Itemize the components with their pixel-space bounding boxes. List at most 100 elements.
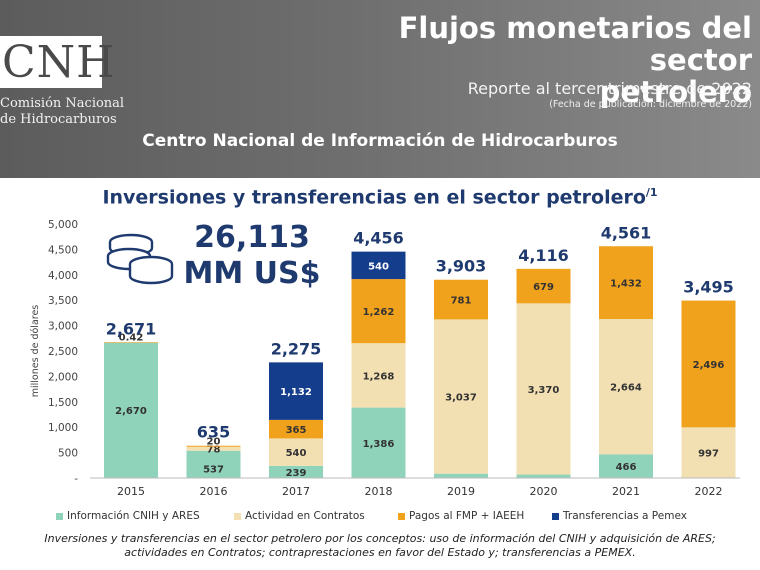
x-tick-label-2020: 2020 xyxy=(530,485,558,498)
coins-icon xyxy=(105,228,177,292)
bar-segment-2015-s2 xyxy=(104,342,158,343)
report-title-line-1: Flujos monetarios del sector xyxy=(398,11,752,77)
data-label-2021-s2: 1,432 xyxy=(610,279,642,290)
bar-segment-2016-s1 xyxy=(186,446,241,451)
legend-item-pemex: Transferencias a Pemex xyxy=(552,510,687,522)
data-label-2022-s2: 2,496 xyxy=(693,360,725,371)
data-label-2019-s1: 3,037 xyxy=(445,393,477,404)
x-tick-label-2017: 2017 xyxy=(282,485,310,498)
data-label-2017-s3: 1,132 xyxy=(280,387,312,398)
logo-background xyxy=(0,36,102,88)
bar-segment-2017-s3 xyxy=(269,362,323,420)
bar-segment-2017-s0 xyxy=(269,465,323,478)
report-title: Flujos monetarios del sector petrolero xyxy=(292,12,752,108)
legend-item-contratos: Actividad en Contratos xyxy=(234,510,365,522)
y-tick-label: 1,000 xyxy=(48,422,78,434)
bar-segment-2018-s3 xyxy=(351,251,406,280)
footnote-line-2: actividades en Contratos; contraprestaci… xyxy=(124,546,636,559)
x-tick-label-2016: 2016 xyxy=(200,485,228,498)
total-label-2020: 4,116 xyxy=(518,246,569,265)
y-tick-label: 2,000 xyxy=(48,371,78,383)
bar-segment-2022-s1 xyxy=(681,427,736,478)
legend-label-cnih-ares: Información CNIH y ARES xyxy=(67,510,200,522)
chart-footnote: Inversiones y transferencias en el secto… xyxy=(0,532,760,560)
x-tick-label-2015: 2015 xyxy=(117,485,145,498)
publication-date: (Fecha de publicación: diciembre de 2022… xyxy=(549,99,752,110)
data-label-2021-s0: 466 xyxy=(616,462,637,473)
organization-line-2: de Hidrocarburos xyxy=(0,112,117,127)
y-tick-label: 3,500 xyxy=(48,295,78,307)
data-label-2020-s1: 3,370 xyxy=(528,385,560,396)
data-label-2016-s0: 537 xyxy=(203,464,224,475)
data-label-2018-s1: 1,268 xyxy=(363,371,395,382)
bar-segment-2018-s0 xyxy=(351,407,406,478)
data-label-2019-s2: 781 xyxy=(451,296,472,307)
data-label-2018-s0: 1,386 xyxy=(363,439,395,450)
data-label-2018-s2: 1,262 xyxy=(363,307,395,318)
bar-segment-2022-s2 xyxy=(681,300,736,428)
chart-title: Inversiones y transferencias en el secto… xyxy=(0,186,760,208)
bar-segment-2018-s2 xyxy=(351,279,406,344)
data-label-2015-s2: 0.42 xyxy=(119,332,144,343)
y-tick-label: 2,500 xyxy=(48,346,78,358)
y-tick-label: 500 xyxy=(58,448,78,460)
center-name: Centro Nacional de Información de Hidroc… xyxy=(142,131,618,151)
footnote-line-1: Inversiones y transferencias en el secto… xyxy=(44,532,716,545)
legend-swatch-fmp-iaeeh xyxy=(398,512,405,520)
organization-line-1: Comisión Nacional xyxy=(0,96,125,111)
organization-name: Comisión Nacional de Hidrocarburos xyxy=(0,96,124,128)
total-label-2021: 4,561 xyxy=(601,223,652,242)
bar-segment-2019-s0 xyxy=(434,473,488,478)
x-tick-label-2018: 2018 xyxy=(365,485,393,498)
data-label-2020-s2: 679 xyxy=(533,282,554,293)
report-header: CNH Comisión Nacional de Hidrocarburos F… xyxy=(0,0,760,178)
bar-segment-2020-s0 xyxy=(516,474,571,478)
y-tick-label: 5,000 xyxy=(48,219,78,231)
legend-swatch-contratos xyxy=(234,512,241,520)
report-title-line-2: petrolero xyxy=(599,75,752,109)
data-label-2017-s2: 365 xyxy=(286,425,307,436)
data-label-2021-s1: 2,664 xyxy=(610,383,642,394)
data-label-2018-s3: 540 xyxy=(368,261,389,272)
data-label-2022-s1: 997 xyxy=(698,449,719,460)
total-amount: 26,113 MM US$ xyxy=(182,220,322,292)
bar-segment-2020-s1 xyxy=(516,303,571,475)
legend-label-pemex: Transferencias a Pemex xyxy=(563,510,687,522)
bar-segment-2021-s2 xyxy=(599,246,653,319)
data-label-2016-s2: 20 xyxy=(207,437,221,448)
total-label-2019: 3,903 xyxy=(436,257,487,276)
bar-segment-2016-s0 xyxy=(186,450,241,478)
x-tick-label-2021: 2021 xyxy=(612,485,640,498)
bar-segment-2018-s1 xyxy=(351,343,406,408)
x-tick-label-2022: 2022 xyxy=(695,485,723,498)
legend-item-cnih-ares: Información CNIH y ARES xyxy=(56,510,200,522)
total-label-2018: 4,456 xyxy=(353,229,404,248)
bar-segment-2021-s0 xyxy=(599,454,653,478)
total-label-2017: 2,275 xyxy=(271,339,322,358)
data-label-2017-s0: 239 xyxy=(286,468,307,479)
data-label-2017-s1: 540 xyxy=(286,448,307,459)
total-label-2015: 2,671 xyxy=(106,319,157,338)
legend-swatch-pemex xyxy=(552,512,559,520)
y-tick-label: 3,000 xyxy=(48,321,78,333)
cnh-logo: CNH xyxy=(2,37,116,88)
y-tick-label: - xyxy=(74,473,78,485)
chart-title-note: /1 xyxy=(645,186,658,199)
y-tick-label: 4,000 xyxy=(48,270,78,282)
bar-segment-2017-s2 xyxy=(269,419,323,439)
chart-title-text: Inversiones y transferencias en el secto… xyxy=(102,186,646,209)
total-amount-value: 26,113 xyxy=(194,220,310,255)
data-label-2016-s1: 78 xyxy=(207,445,221,456)
total-label-2016: 635 xyxy=(197,423,230,442)
total-label-2022: 3,495 xyxy=(683,278,734,297)
legend-label-fmp-iaeeh: Pagos al FMP + IAEEH xyxy=(409,510,525,522)
bar-segment-2017-s1 xyxy=(269,438,323,466)
y-tick-label: 1,500 xyxy=(48,397,78,409)
x-tick-label-2019: 2019 xyxy=(447,485,475,498)
legend-item-fmp-iaeeh: Pagos al FMP + IAEEH xyxy=(398,510,524,522)
y-tick-label: 4,500 xyxy=(48,244,78,256)
report-period: Reporte al tercer trimestre de 2022 xyxy=(467,79,752,98)
legend-swatch-cnih-ares xyxy=(56,512,63,520)
total-amount-unit: MM US$ xyxy=(183,256,321,291)
